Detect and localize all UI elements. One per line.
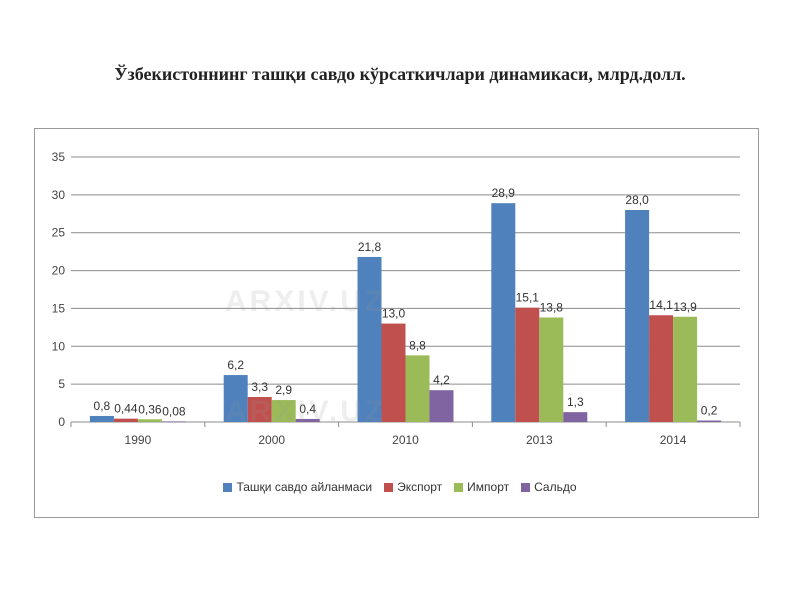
chart-legend: Ташқи савдо айланмаси Экспорт Импорт Сальдо (0, 480, 800, 495)
bar (295, 418, 320, 422)
data-label: 0,2 (701, 403, 718, 417)
data-label: 1,3 (567, 395, 584, 409)
legend-label: Экспорт (397, 480, 443, 494)
data-label: 0,36 (138, 402, 162, 416)
data-label: 0,08 (162, 404, 186, 418)
bar (515, 307, 540, 422)
data-label: 2,9 (275, 383, 292, 397)
bar (89, 415, 114, 422)
bar (247, 397, 272, 422)
bar (223, 375, 248, 422)
bar (381, 323, 406, 422)
x-tick-label: 2000 (258, 433, 285, 447)
y-tick-label: 25 (52, 226, 66, 240)
bar (137, 419, 162, 422)
bar (697, 420, 722, 422)
data-label: 21,8 (358, 240, 382, 254)
data-label: 8,8 (409, 338, 426, 352)
x-tick-label: 1990 (125, 433, 152, 447)
chart-title: Ўзбекистоннинг ташқи савдо кўрсаткичлари… (114, 64, 686, 84)
legend-swatch (223, 482, 233, 492)
bar (649, 315, 674, 422)
data-label: 13,8 (540, 301, 564, 315)
bar (357, 256, 382, 422)
data-label: 13,9 (673, 300, 697, 314)
legend-label: Сальдо (534, 480, 577, 494)
data-label: 3,3 (251, 380, 268, 394)
watermark: ARXIV.UZ (225, 395, 387, 428)
bar (563, 412, 588, 422)
legend-item: Импорт (454, 480, 509, 494)
y-tick-label: 20 (52, 264, 66, 278)
y-tick-label: 0 (58, 415, 65, 429)
legend-swatch (384, 482, 394, 492)
legend-label: Ташқи савдо айланмаси (236, 480, 373, 494)
legend-swatch (454, 482, 464, 492)
bar (539, 317, 564, 422)
x-tick-label: 2014 (660, 433, 687, 447)
data-label: 15,1 (516, 291, 540, 305)
y-tick-label: 5 (58, 377, 65, 391)
legend-label: Импорт (467, 480, 510, 494)
data-label: 28,0 (625, 193, 649, 207)
bar (491, 203, 516, 422)
y-tick-label: 30 (52, 188, 66, 202)
bar-chart: 0 5 10 15 20 25 30 35 0,8 0,44 0,36 0,08 1990 6,2 3,3 2… (52, 150, 741, 447)
bar (161, 421, 186, 423)
legend-item: Ташқи савдо айланмаси (223, 480, 372, 494)
bar (625, 210, 650, 422)
legend-item: Сальдо (521, 480, 577, 494)
data-label: 4,2 (433, 373, 450, 387)
bar (405, 355, 430, 422)
bar (429, 390, 454, 422)
x-tick-label: 2010 (392, 433, 419, 447)
bar (673, 316, 698, 422)
x-tick-label: 2013 (526, 433, 553, 447)
data-label: 13,0 (382, 307, 406, 321)
data-label: 28,9 (492, 186, 516, 200)
bar (271, 400, 296, 422)
y-tick-label: 10 (52, 339, 66, 353)
watermark: ARXIV.UZ (225, 285, 387, 318)
data-label: 0,44 (114, 402, 138, 416)
y-tick-label: 15 (52, 301, 66, 315)
y-tick-label: 35 (52, 150, 66, 164)
data-label: 14,1 (649, 298, 673, 312)
bar (113, 418, 138, 422)
data-label: 6,2 (227, 358, 244, 372)
data-label: 0,4 (299, 402, 316, 416)
chart-area: 0 5 10 15 20 25 30 35 0,8 0,44 0,36 0,08 1990 6,2 3,3 2… (34, 128, 759, 518)
data-label: 0,8 (94, 399, 111, 413)
legend-swatch (521, 482, 531, 492)
legend-item: Экспорт (384, 480, 442, 494)
